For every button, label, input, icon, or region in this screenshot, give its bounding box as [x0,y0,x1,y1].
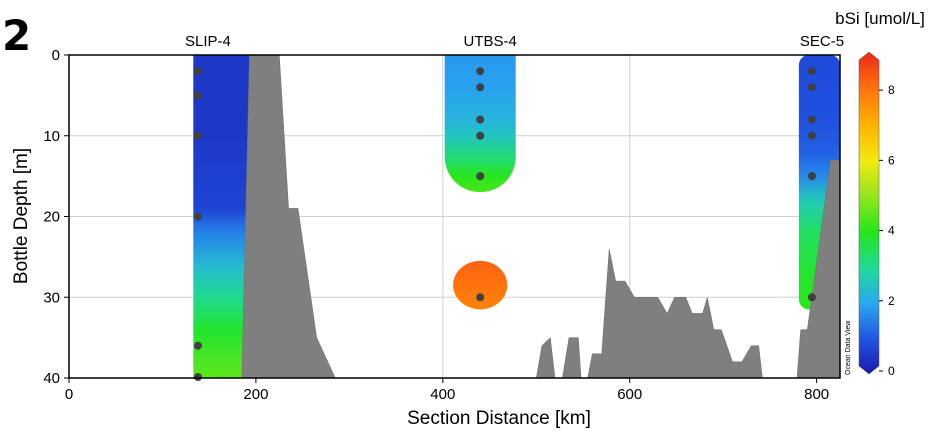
sample-point [193,131,202,140]
station-label: SLIP-4 [185,33,231,50]
property-fields [193,55,840,378]
bathymetry [241,55,840,378]
sample-point [476,115,485,124]
colorbar-tick-label: 2 [888,294,895,308]
x-tick-label: 400 [430,386,455,403]
sample-point [193,212,202,221]
sample-point [476,67,485,76]
y-axis: 0 10 20 30 40 [43,47,69,387]
sample-point [476,131,485,140]
y-tick-label: 0 [52,47,60,64]
sample-point [476,293,485,302]
sample-point [807,293,816,302]
station-label: UTBS-4 [464,33,517,50]
bathymetry-ridge-1 [241,55,336,378]
field-utbs-4-upper [444,55,516,193]
x-tick-label: 800 [804,386,829,403]
sample-point [476,83,485,92]
field-slip-4-column [193,55,252,378]
x-axis: 0 200 400 600 800 [65,378,829,403]
colorbar-tick-label: 0 [888,364,895,378]
colorbar-scale [858,51,880,375]
sample-point [193,91,202,100]
colorbar: 0 2 4 6 8 [858,51,895,378]
y-tick-label: 10 [43,128,60,145]
y-tick-label: 20 [43,209,60,226]
watermark: Ocean Data View [845,320,852,375]
station-label: SEC-5 [800,33,844,50]
sample-point [193,67,202,76]
colorbar-tick-label: 8 [888,83,895,97]
sample-point [193,341,202,350]
sample-point [807,83,816,92]
y-axis-label: Bottle Depth [m] [11,148,32,284]
x-tick-label: 600 [617,386,642,403]
sample-point [807,67,816,76]
sample-point [476,172,485,181]
x-axis-label: Section Distance [km] [407,408,591,429]
colorbar-tick-label: 4 [888,224,895,238]
field-utbs-4-patch [453,260,508,310]
sample-point [193,373,202,381]
bathymetry-ridge-3 [796,159,840,378]
panel-label: 2 [2,11,31,60]
sample-point [807,115,816,124]
x-tick-label: 200 [243,386,268,403]
y-tick-label: 40 [43,370,60,387]
y-tick-label: 30 [43,289,60,306]
bathymetry-ridge-2 [536,248,763,378]
colorbar-label: bSi [umol/L] [835,9,925,28]
sample-point [807,172,816,181]
sample-point [807,131,816,140]
colorbar-tick-label: 6 [888,153,895,167]
x-tick-label: 0 [65,386,73,403]
sample-points [193,67,816,381]
station-labels: SLIP-4 UTBS-4 SEC-5 [185,33,844,50]
